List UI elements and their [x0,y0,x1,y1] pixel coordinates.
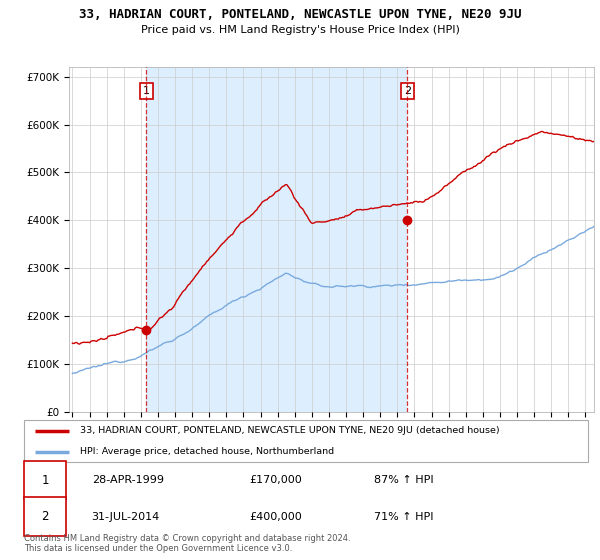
Text: 71% ↑ HPI: 71% ↑ HPI [374,511,433,521]
Text: 33, HADRIAN COURT, PONTELAND, NEWCASTLE UPON TYNE, NE20 9JU (detached house): 33, HADRIAN COURT, PONTELAND, NEWCASTLE … [80,426,500,435]
Text: Price paid vs. HM Land Registry's House Price Index (HPI): Price paid vs. HM Land Registry's House … [140,25,460,35]
Text: 2: 2 [41,510,49,523]
Text: 33, HADRIAN COURT, PONTELAND, NEWCASTLE UPON TYNE, NE20 9JU: 33, HADRIAN COURT, PONTELAND, NEWCASTLE … [79,8,521,21]
Bar [146,67,407,412]
Text: 87% ↑ HPI: 87% ↑ HPI [374,475,433,486]
FancyBboxPatch shape [24,461,66,500]
Text: 1: 1 [41,474,49,487]
Text: 31-JUL-2014: 31-JUL-2014 [92,511,160,521]
Text: 2: 2 [404,86,411,96]
Text: HPI: Average price, detached house, Northumberland: HPI: Average price, detached house, Nort… [80,447,335,456]
Text: 1: 1 [143,86,150,96]
FancyBboxPatch shape [24,497,66,536]
Text: £400,000: £400,000 [250,511,302,521]
Text: Contains HM Land Registry data © Crown copyright and database right 2024.
This d: Contains HM Land Registry data © Crown c… [24,534,350,553]
Text: £170,000: £170,000 [250,475,302,486]
Text: 28-APR-1999: 28-APR-1999 [92,475,164,486]
